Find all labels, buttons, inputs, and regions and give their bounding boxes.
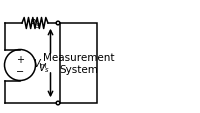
Circle shape [56, 101, 60, 105]
Text: $V_m$: $V_m$ [33, 57, 48, 70]
Text: +: + [16, 55, 24, 65]
Text: $R_S$: $R_S$ [29, 17, 41, 31]
Text: −: − [16, 66, 24, 76]
Bar [60, 24, 97, 103]
Text: Measurement
System: Measurement System [43, 53, 114, 74]
Text: $V_s$: $V_s$ [38, 61, 50, 74]
Circle shape [56, 22, 60, 26]
